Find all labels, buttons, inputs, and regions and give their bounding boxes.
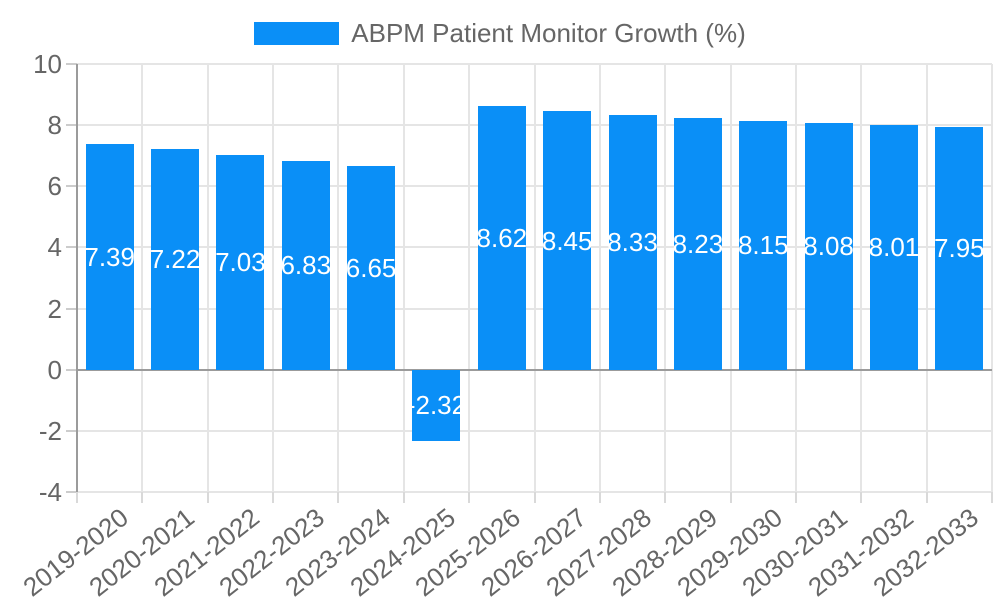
x-tick-mark	[925, 492, 928, 503]
y-axis-line	[76, 64, 78, 492]
bar-value-label: 8.08	[803, 231, 854, 262]
gridline-vertical	[468, 64, 471, 492]
gridline-vertical	[272, 64, 275, 492]
x-tick-mark	[794, 492, 797, 503]
y-tick-label: 8	[47, 110, 62, 141]
bar-value-label: 7.39	[84, 241, 135, 272]
bar	[216, 154, 265, 370]
gridline-vertical	[533, 64, 536, 492]
x-tick-mark	[533, 492, 536, 503]
bar	[281, 160, 330, 370]
y-tick-mark	[66, 246, 77, 249]
y-tick-label: 0	[47, 354, 62, 385]
gridline-vertical	[402, 64, 405, 492]
bar	[935, 126, 984, 370]
gridline-vertical	[925, 64, 928, 492]
x-tick-mark	[729, 492, 732, 503]
gridline-vertical	[598, 64, 601, 492]
legend[interactable]: ABPM Patient Monitor Growth (%)	[0, 18, 1000, 48]
y-tick-mark	[66, 491, 77, 493]
y-tick-label: 6	[47, 171, 62, 202]
bar-value-label: 8.45	[541, 225, 593, 256]
gridline-vertical	[141, 64, 144, 492]
gridline-vertical	[729, 64, 732, 492]
y-tick-label: 4	[47, 232, 62, 263]
legend-swatch-icon	[254, 21, 340, 45]
bar-value-label: 8.01	[868, 232, 920, 263]
x-tick-mark	[141, 492, 144, 503]
y-tick-mark	[66, 124, 77, 127]
bar	[477, 106, 526, 370]
y-tick-mark	[66, 63, 77, 65]
bar-value-label: 7.95	[934, 233, 985, 264]
gridline-vertical	[991, 64, 993, 492]
x-tick-mark	[272, 492, 275, 503]
bar	[543, 111, 592, 370]
bar-value-label: 6.65	[345, 253, 397, 284]
bar-value-label: 8.23	[672, 228, 724, 259]
x-tick-mark	[860, 492, 863, 503]
gridline-vertical	[337, 64, 340, 492]
x-tick-mark	[76, 492, 78, 503]
bar	[412, 369, 461, 441]
bar-value-label: 8.62	[476, 222, 528, 253]
gridline-vertical	[860, 64, 863, 492]
gridline-vertical	[664, 64, 667, 492]
y-tick-label: -4	[38, 477, 62, 507]
bar	[608, 115, 657, 370]
bar-value-label: 8.15	[737, 230, 789, 261]
y-tick-mark	[66, 185, 77, 188]
bar	[739, 120, 788, 370]
x-tick-mark	[598, 492, 601, 503]
bar-value-label: 8.33	[607, 227, 658, 258]
plot-area: 7.39 7.22 7.03 6.83 6.65 -2.32 8.62 8.45 8.33 8.2…	[76, 63, 993, 493]
bar-value-label: 6.83	[280, 250, 332, 281]
y-tick-label: 2	[47, 293, 62, 324]
y-tick-label: 10	[33, 49, 62, 79]
gridline-vertical	[794, 64, 797, 492]
y-tick-mark	[66, 429, 77, 432]
x-tick-mark	[664, 492, 667, 503]
y-tick-label: -2	[38, 415, 62, 446]
x-tick-mark	[991, 492, 993, 503]
x-tick-mark	[337, 492, 340, 503]
x-tick-mark	[468, 492, 471, 503]
gridline-vertical	[206, 64, 209, 492]
bar-value-label: 7.03	[215, 247, 266, 278]
legend-label: ABPM Patient Monitor Growth (%)	[351, 17, 746, 48]
bar	[151, 148, 200, 370]
x-tick-mark	[206, 492, 209, 503]
bar-value-label: 7.22	[149, 244, 201, 275]
bar-value-label: -2.32	[406, 390, 467, 421]
zero-line	[77, 368, 992, 371]
bar	[869, 124, 918, 370]
bar	[673, 118, 722, 370]
y-tick-mark	[66, 307, 77, 310]
x-tick-mark	[402, 492, 405, 503]
bar	[804, 122, 853, 370]
y-tick-mark	[66, 368, 77, 371]
bar	[85, 143, 134, 370]
bar	[347, 166, 396, 370]
